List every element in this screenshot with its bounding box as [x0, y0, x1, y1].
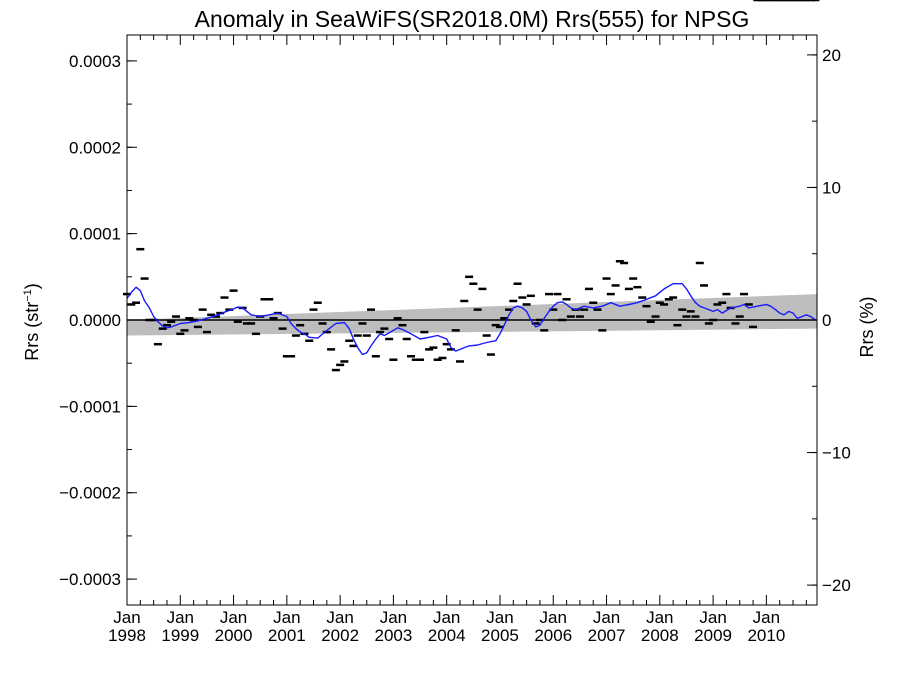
left-y-axis-ticks: 0.0003 0.0002 0.0001 0.0000 −0.0001 −0.0002 −0…	[59, 52, 137, 589]
chart-title: Anomaly in SeaWiFS(SR2018.0M) Rrs(555) f…	[195, 6, 750, 32]
x-tick-label-year: 2003	[374, 626, 412, 645]
right-y-axis-label: Rrs (%)	[857, 297, 877, 358]
x-tick-label-year: 2001	[268, 626, 306, 645]
x-tick-label-month: Jan	[220, 608, 247, 627]
trend-uncertainty-band	[127, 294, 817, 336]
x-tick-label-month: Jan	[699, 608, 726, 627]
plot-area	[123, 0, 820, 372]
right-y-tick-label: 20	[822, 46, 841, 65]
left-y-axis-label-suffix: )	[22, 283, 42, 289]
left-y-tick-label: 0.0001	[69, 225, 121, 244]
x-tick-label-month: Jan	[167, 608, 194, 627]
right-y-axis-ticks: 20 10 0 −10 −20	[807, 46, 851, 595]
left-y-tick-label: 0.0003	[69, 52, 121, 71]
x-tick-label-month: Jan	[433, 608, 460, 627]
left-y-axis-label-superscript: −1	[22, 289, 34, 302]
x-tick-label-year: 2005	[481, 626, 519, 645]
x-tick-label-year: 2008	[641, 626, 679, 645]
left-y-tick-label: 0.0000	[69, 311, 121, 330]
left-y-tick-label: 0.0002	[69, 138, 121, 157]
smoothed-anomaly-line	[126, 283, 816, 356]
x-tick-label-year: 2002	[321, 626, 359, 645]
left-y-tick-label: −0.0001	[59, 397, 121, 416]
x-tick-label-year: 2007	[588, 626, 626, 645]
x-tick-label-year: 1998	[108, 626, 146, 645]
x-tick-label-year: 2000	[215, 626, 253, 645]
x-tick-label-month: Jan	[486, 608, 513, 627]
x-tick-label-month: Jan	[380, 608, 407, 627]
right-y-tick-label: 0	[822, 311, 831, 330]
x-tick-label-month: Jan	[753, 608, 780, 627]
right-y-tick-label: −10	[822, 444, 851, 463]
x-tick-label-year: 2004	[428, 626, 466, 645]
right-y-tick-label: −20	[822, 576, 851, 595]
x-tick-label-month: Jan	[593, 608, 620, 627]
x-axis-ticks: Jan1998Jan1999Jan2000Jan2001Jan2002Jan20…	[108, 35, 807, 645]
left-y-axis-label: Rrs (str−1)	[22, 283, 42, 361]
x-tick-label-month: Jan	[326, 608, 353, 627]
x-tick-label-year: 2010	[747, 626, 785, 645]
left-y-axis-label-main: Rrs (str	[22, 302, 42, 361]
x-tick-label-month: Jan	[113, 608, 140, 627]
left-y-tick-label: −0.0003	[59, 570, 121, 589]
x-tick-label-year: 1999	[161, 626, 199, 645]
x-tick-label-month: Jan	[273, 608, 300, 627]
x-tick-label-month: Jan	[646, 608, 673, 627]
right-y-tick-label: 10	[822, 178, 841, 197]
x-tick-label-year: 2006	[534, 626, 572, 645]
left-y-tick-label: −0.0002	[59, 484, 121, 503]
trend-band-layer	[127, 294, 817, 336]
x-tick-label-year: 2009	[694, 626, 732, 645]
x-tick-label-month: Jan	[540, 608, 567, 627]
smoothed-anomaly-layer	[126, 283, 816, 356]
